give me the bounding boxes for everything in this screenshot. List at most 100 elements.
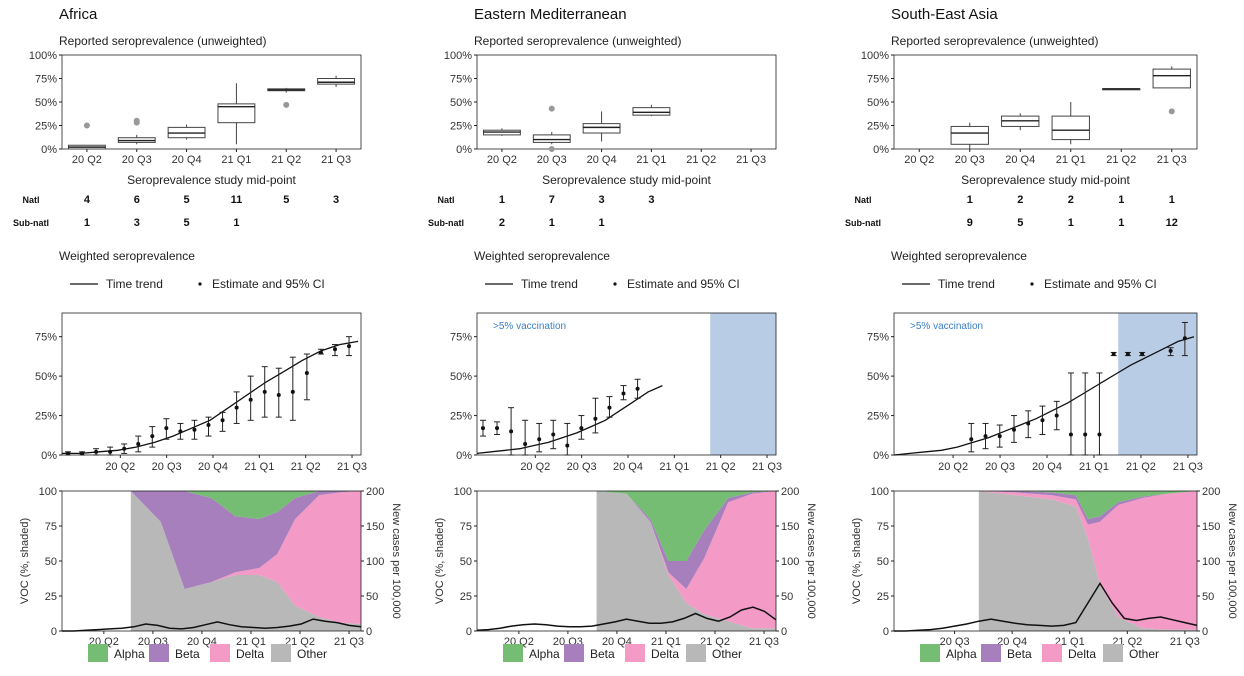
estimate-dot	[318, 350, 323, 355]
box-21-Q1	[1051, 102, 1090, 145]
legend-swatch-delta	[210, 644, 230, 662]
estimate-point	[550, 419, 557, 450]
time-trend-line	[476, 385, 663, 455]
reported-title: Reported seroprevalence (unweighted)	[891, 34, 1098, 48]
legend-label-beta: Beta	[590, 647, 615, 661]
x-tick-label: 20 Q4	[1005, 154, 1035, 166]
box-21-Q3	[1152, 66, 1191, 115]
y-tick-label-right: 200	[781, 486, 799, 498]
y-tick-label-right: 200	[1202, 486, 1220, 498]
natl-count: 1	[499, 194, 505, 206]
y-tick-label-left: 75	[45, 521, 57, 533]
y-tick-label: 25%	[867, 411, 889, 423]
subnatl-count: 1	[599, 217, 605, 229]
estimate-point	[982, 422, 989, 450]
estimate-point	[578, 415, 585, 440]
estimate-point	[64, 451, 71, 456]
y-tick-label: 0%	[456, 144, 472, 156]
x-tick-label: 21 Q2	[291, 461, 321, 473]
y-tick-label-right: 150	[1202, 521, 1220, 533]
estimate-dot	[1182, 336, 1187, 341]
y-tick-label: 0%	[456, 450, 472, 462]
y-tick-label-right: 50	[366, 591, 378, 603]
y-tick-label: 0%	[41, 450, 57, 462]
weighted-title: Weighted seroprevalence	[59, 249, 195, 263]
estimate-point	[634, 378, 641, 399]
estimate-dot	[332, 347, 337, 352]
y-tick-label-left: 0	[883, 626, 889, 638]
natl-count: 1	[1169, 194, 1175, 206]
weighted-title: Weighted seroprevalence	[474, 249, 610, 263]
legend-swatch-beta	[564, 644, 584, 662]
estimate-point	[1181, 321, 1188, 357]
estimate-dot	[122, 446, 127, 451]
estimate-dot	[621, 391, 626, 396]
box-20-Q3	[532, 105, 571, 152]
region-title: Eastern Mediterranean	[474, 6, 627, 23]
estimate-point	[1039, 405, 1046, 435]
estimate-point	[1110, 351, 1117, 357]
natl-count: 11	[231, 194, 243, 206]
x-tick-label: 20 Q3	[940, 636, 970, 648]
natl-count: 5	[283, 194, 289, 206]
y-tick-label: 50%	[35, 97, 57, 109]
x-tick-label: 21 Q1	[221, 154, 251, 166]
estimate-dot	[1097, 432, 1102, 437]
weighted-plot-frame	[893, 312, 1198, 456]
estimate-dot	[347, 344, 352, 349]
legend-swatch-delta	[1042, 644, 1062, 662]
estimate-point	[1082, 372, 1089, 456]
x-tick-label: 20 Q4	[997, 636, 1027, 648]
estimate-dot	[480, 426, 485, 431]
estimate-dot	[495, 426, 500, 431]
estimate-point	[508, 407, 515, 456]
box-21-Q2	[1102, 88, 1141, 91]
estimate-point	[592, 397, 599, 434]
x-tick-label: 21 Q1	[659, 461, 689, 473]
box-20-Q2	[482, 128, 521, 136]
estimate-dot	[178, 429, 183, 434]
region-panel-0: Africa Reported seroprevalence (unweighte…	[13, 6, 402, 662]
y-tick-label: 100%	[444, 50, 472, 62]
y-tick-label-left: 100	[871, 486, 889, 498]
voc-area-delta	[596, 491, 776, 629]
y-tick-label-right: 0	[1202, 626, 1208, 638]
box-20-Q3	[117, 117, 156, 145]
x-tick-label: 21 Q3	[1157, 154, 1187, 166]
cases-axis-title: New cases per 100,000	[805, 503, 817, 619]
y-tick-label-left: 100	[39, 486, 57, 498]
estimate-dot	[206, 423, 211, 428]
legend-swatch-other	[1103, 644, 1123, 662]
region-panel-1: Eastern Mediterranean Reported seropreval…	[428, 6, 817, 662]
subnatl-count: 5	[184, 217, 190, 229]
estimate-dot	[1026, 421, 1031, 426]
y-tick-label: 0%	[873, 144, 889, 156]
natl-count: 2	[1068, 194, 1074, 206]
x-tick-label: 20 Q3	[122, 154, 152, 166]
estimate-point	[121, 443, 128, 454]
legend-label-beta: Beta	[175, 647, 200, 661]
estimate-point	[1096, 372, 1103, 456]
legend-swatch-alpha	[503, 644, 523, 662]
estimate-point	[1067, 372, 1074, 456]
x-axis-title: Seroprevalence study mid-point	[961, 173, 1130, 187]
subnatl-count: 12	[1166, 217, 1178, 229]
estimate-dot	[607, 405, 612, 410]
subnatl-row-label: Sub-natl	[428, 218, 464, 228]
x-tick-label: 21 Q3	[334, 636, 364, 648]
y-tick-label: 75%	[35, 74, 57, 86]
x-tick-label: 21 Q3	[337, 461, 367, 473]
subnatl-count: 1	[1118, 217, 1124, 229]
x-tick-label: 21 Q3	[736, 154, 766, 166]
subnatl-count: 2	[499, 217, 505, 229]
vaccination-note: >5% vaccination	[910, 321, 983, 332]
y-tick-label: 75%	[450, 332, 472, 344]
y-tick-label: 100%	[861, 50, 889, 62]
legend-time-trend: Time trend	[521, 277, 578, 291]
x-tick-label: 21 Q3	[321, 154, 351, 166]
box-20-Q3	[950, 122, 989, 149]
legend-label-delta: Delta	[651, 647, 679, 661]
y-tick-label-right: 100	[781, 556, 799, 568]
estimate-dot	[1054, 413, 1059, 418]
